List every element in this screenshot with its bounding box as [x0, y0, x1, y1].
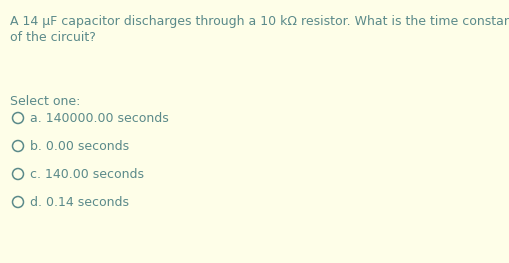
Text: a. 140000.00 seconds: a. 140000.00 seconds	[30, 112, 169, 124]
Text: d. 0.14 seconds: d. 0.14 seconds	[30, 195, 129, 209]
Text: A 14 μF capacitor discharges through a 10 kΩ resistor. What is the time constant: A 14 μF capacitor discharges through a 1…	[10, 15, 509, 28]
Text: of the circuit?: of the circuit?	[10, 31, 96, 44]
Text: b. 0.00 seconds: b. 0.00 seconds	[30, 139, 129, 153]
Text: c. 140.00 seconds: c. 140.00 seconds	[30, 168, 144, 180]
Text: Select one:: Select one:	[10, 95, 80, 108]
